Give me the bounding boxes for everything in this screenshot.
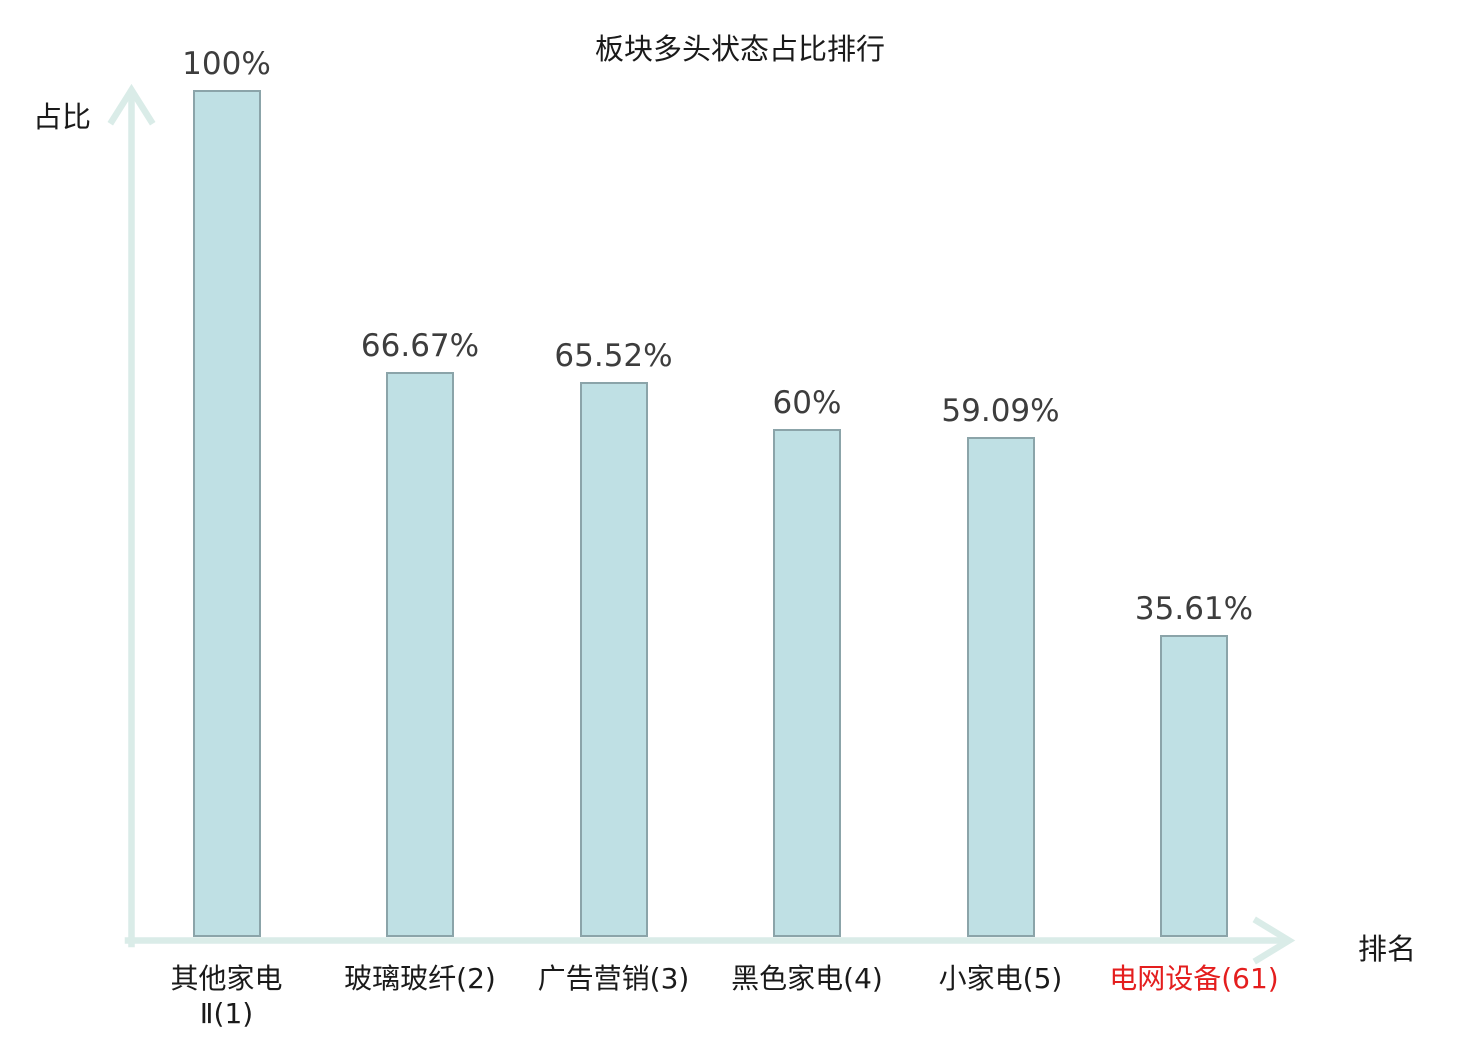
bar-value-label: 35.61% [1134,591,1254,628]
bar-value-label: 66.67% [360,328,480,365]
bar-value-label: 59.09% [941,392,1060,429]
category-label-line: 广告营销(3) [537,962,690,995]
category-label-line: Ⅱ(1) [199,997,254,1030]
x-axis-arrow-icon [1252,916,1296,965]
category-label-line: 黑色家电(4) [731,962,883,995]
x-axis-label: 排名 [1358,932,1417,966]
bar [966,436,1035,937]
bar-value-label: 100% [182,46,271,82]
bar [773,428,841,937]
category-label: 黑色家电(4) [731,961,883,996]
category-label-line: 其他家电 [170,962,283,995]
bar [1160,635,1228,937]
bar-value-label: 60% [772,384,842,421]
bar [579,382,648,937]
category-label: 其他家电 Ⅱ(1) [170,961,282,1031]
bar [386,372,454,937]
axes-group [107,83,1296,965]
bar [192,90,261,937]
category-label-line: 电网设备(61) [1109,962,1279,995]
category-label: 玻璃玻纤(2) [344,961,496,996]
chart-title: 板块多头状态占比排行 [594,32,886,66]
category-label: 小家电(5) [939,961,1063,996]
category-label-line: 小家电(5) [938,962,1063,995]
bar-value-label: 65.52% [554,338,673,375]
y-axis-label: 占比 [33,100,92,134]
category-label: 广告营销(3) [538,961,690,996]
y-axis-arrow-icon [107,83,156,126]
category-label-line: 玻璃玻纤(2) [344,962,496,995]
category-label: 电网设备(61) [1109,961,1278,996]
